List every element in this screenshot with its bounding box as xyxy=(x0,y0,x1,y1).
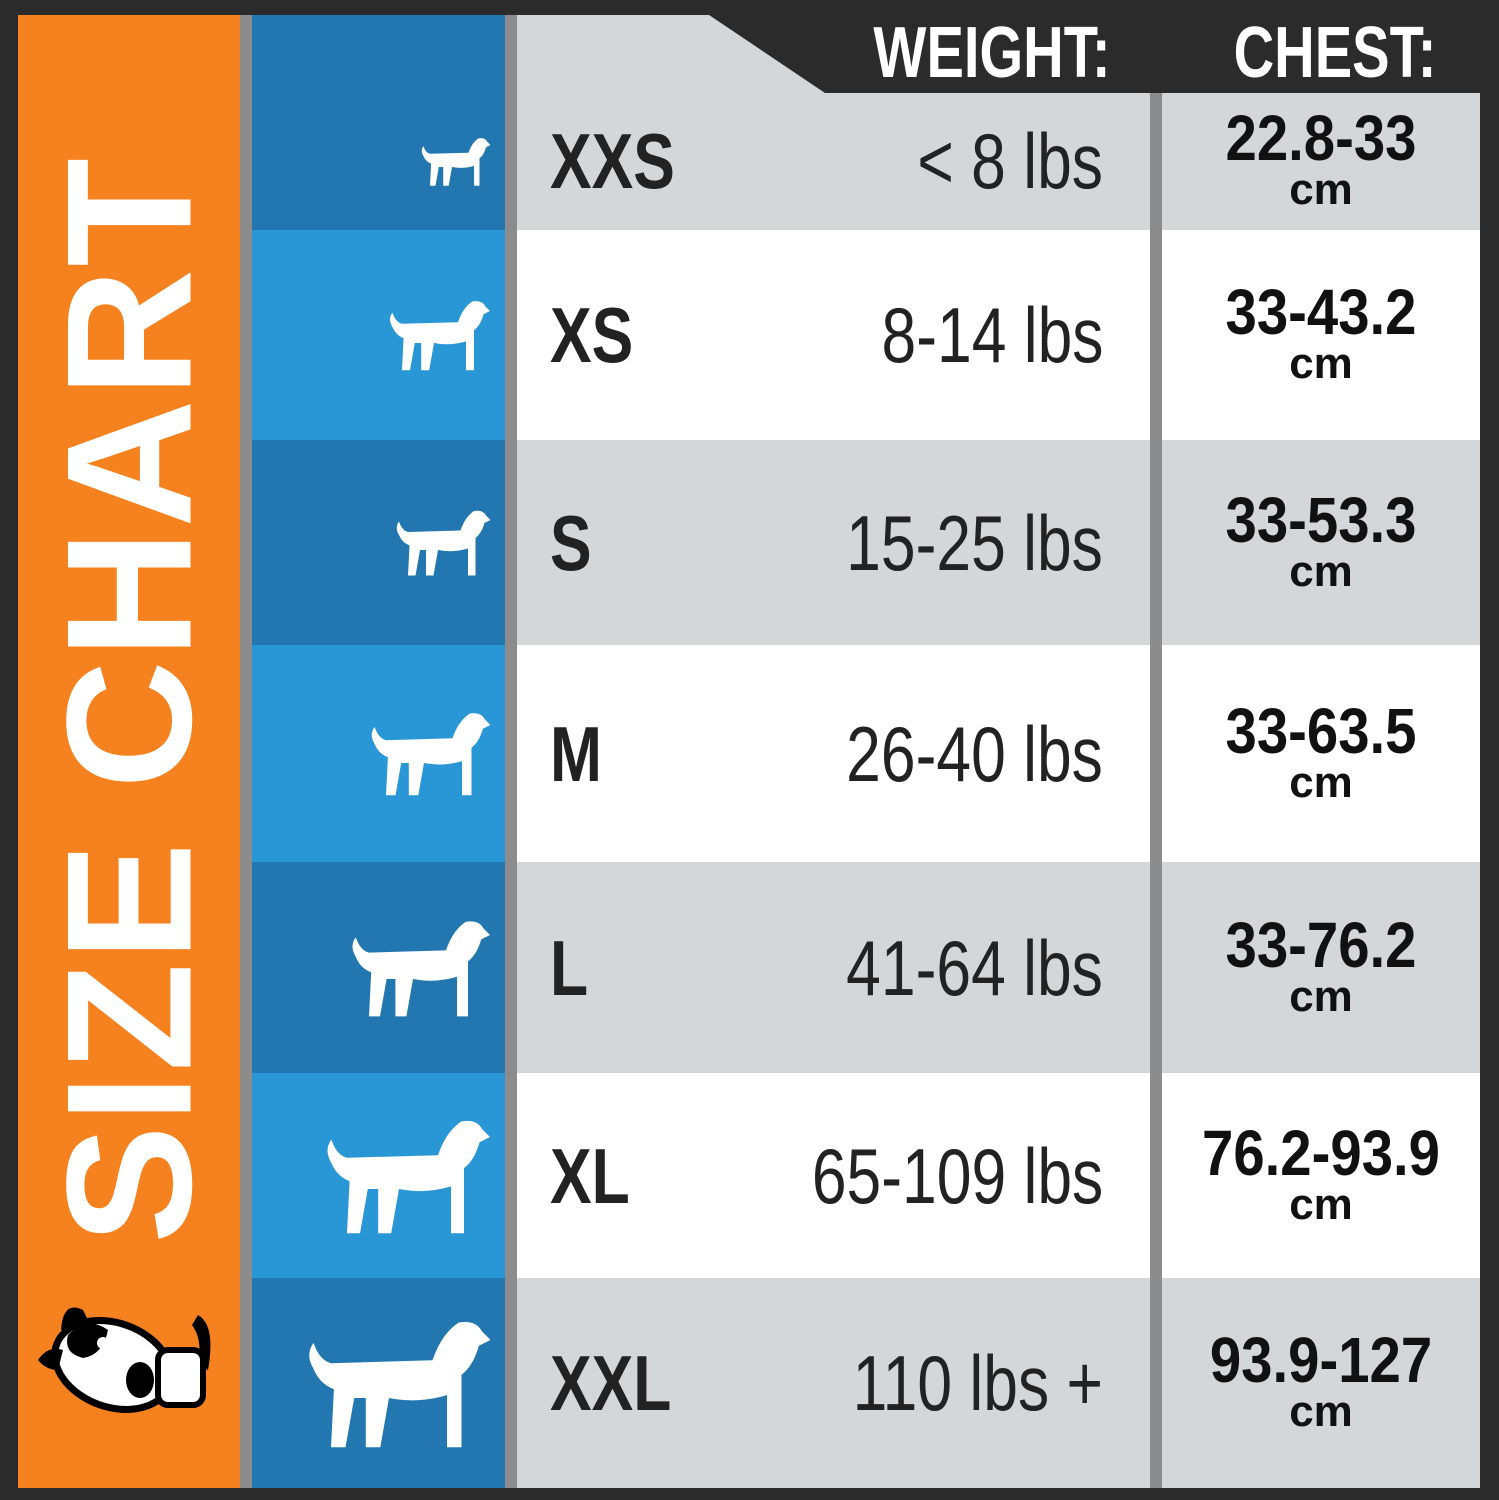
chest-cell xyxy=(1162,1073,1480,1278)
chest-cell xyxy=(1162,230,1480,440)
chest-value: 93.9-127 cm xyxy=(1162,1324,1480,1436)
chest-unit: cm xyxy=(1289,339,1353,388)
chest-range: 33-76.2 xyxy=(1225,908,1417,981)
chest-range: 93.9-127 xyxy=(1209,1324,1433,1396)
size-label: M xyxy=(550,709,602,798)
chest-range: 33-53.3 xyxy=(1225,483,1417,556)
chest-unit: cm xyxy=(1289,1179,1353,1229)
size-weight-cell xyxy=(517,93,1150,230)
chest-cell xyxy=(1162,1278,1480,1488)
divider xyxy=(1150,93,1162,1488)
schnauzer-silhouette-icon xyxy=(371,713,490,796)
weight-header: WEIGHT: xyxy=(873,13,1111,93)
divider xyxy=(240,15,252,1488)
weight-value: 41-64 lbs xyxy=(846,923,1103,1012)
weight-value: 110 lbs + xyxy=(852,1339,1103,1427)
size-label: XXL xyxy=(550,1339,672,1427)
chest-header: CHEST: xyxy=(1233,13,1437,93)
pug-silhouette-icon xyxy=(396,510,490,576)
chest-value: 22.8-33 cm xyxy=(1162,102,1480,214)
weight-value: 26-40 lbs xyxy=(846,709,1103,798)
dachshund-silhouette-icon xyxy=(390,301,490,371)
chest-unit: cm xyxy=(1289,971,1353,1021)
chest-cell xyxy=(1162,440,1480,645)
size-weight-cell xyxy=(517,440,1150,645)
chest-range: 76.2-93.9 xyxy=(1202,1116,1440,1189)
chest-value: 33-43.2 cm xyxy=(1162,276,1480,388)
orange-title-column xyxy=(18,15,240,1488)
chest-range: 33-43.2 xyxy=(1225,276,1417,348)
size-weight-cell xyxy=(517,1278,1150,1488)
weight-value: < 8 lbs xyxy=(917,117,1103,205)
header-corner xyxy=(517,15,825,93)
chest-unit: cm xyxy=(1289,546,1353,596)
weight-value: 15-25 lbs xyxy=(846,498,1103,587)
size-label: XS xyxy=(550,291,634,379)
chest-value: 33-63.5 cm xyxy=(1162,694,1480,807)
weight-value: 65-109 lbs xyxy=(811,1131,1103,1220)
weight-value: 8-14 lbs xyxy=(881,291,1103,379)
size-label: L xyxy=(550,923,589,1012)
chest-unit: cm xyxy=(1289,757,1353,807)
size-weight-cell xyxy=(517,645,1150,862)
icon-cell xyxy=(252,15,505,230)
size-weight-cell xyxy=(517,862,1150,1073)
chest-value: 33-76.2 cm xyxy=(1162,908,1480,1021)
chest-cell xyxy=(1162,862,1480,1073)
chihuahua-silhouette-icon xyxy=(421,137,490,186)
chest-cell xyxy=(1162,93,1480,230)
chest-unit: cm xyxy=(1289,165,1353,214)
chest-unit: cm xyxy=(1289,1387,1353,1436)
chest-value: 33-53.3 cm xyxy=(1162,483,1480,596)
size-label: XL xyxy=(550,1131,630,1220)
spaniel-silhouette-icon xyxy=(352,920,490,1016)
mastiff-silhouette-icon xyxy=(308,1321,490,1447)
size-weight-cell xyxy=(517,1073,1150,1278)
chest-value: 76.2-93.9 cm xyxy=(1162,1116,1480,1229)
size-label: S xyxy=(550,498,592,587)
size-label: XXS xyxy=(550,117,675,205)
divider xyxy=(505,15,517,1488)
shepherd-silhouette-icon xyxy=(327,1120,490,1233)
chest-range: 33-63.5 xyxy=(1225,694,1417,767)
size-weight-cell xyxy=(517,230,1150,440)
chest-range: 22.8-33 xyxy=(1225,102,1417,174)
cartoon-dog-logo-icon xyxy=(38,1307,211,1413)
chest-cell xyxy=(1162,645,1480,862)
size-chart-title: SIZE CHART xyxy=(29,156,229,1244)
